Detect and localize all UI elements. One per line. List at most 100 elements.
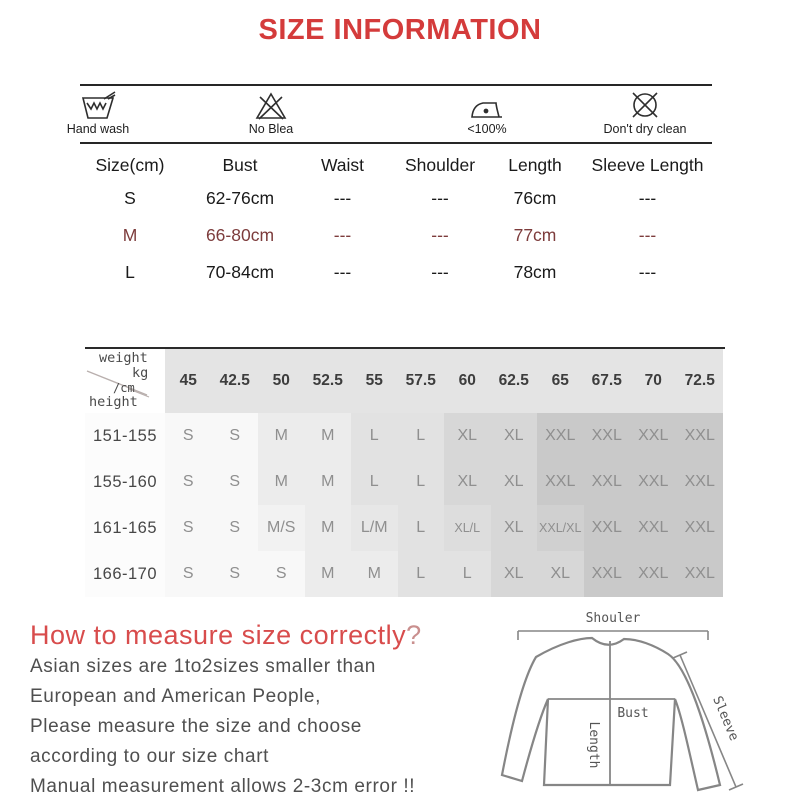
matrix-height-label: 151-155 (85, 413, 165, 459)
matrix-cell: M (304, 505, 351, 551)
diagram-shoulder-label: Shouler (586, 611, 641, 626)
care-item-iron: <100% (427, 88, 547, 136)
matrix-weight-header: 62.5 (490, 349, 537, 413)
matrix-cell: L (351, 413, 398, 459)
care-label: No Blea (248, 122, 294, 136)
matrix-cell: M (351, 551, 398, 597)
matrix-cell: L/M (351, 505, 398, 551)
matrix-weight-header: 65 (537, 349, 584, 413)
matrix-weight-header: 42.5 (211, 349, 258, 413)
page-title: SIZE INFORMATION (258, 14, 542, 46)
measure-heading-text: How to measure size correctly (30, 620, 407, 650)
matrix-cell: XXL (676, 505, 723, 551)
matrix-cell: S (165, 413, 212, 459)
measure-note-line: according to our size chart (30, 746, 270, 767)
matrix-cell: XXL (676, 413, 723, 459)
corner-cm-label: /cm (113, 381, 135, 395)
matrix-cell: S (211, 459, 258, 505)
matrix-cell: M (258, 459, 305, 505)
matrix-corner-cell: weight kg /cm height (85, 349, 165, 413)
size-table-header: Sleeve Length (591, 155, 704, 175)
size-table-header: Bust (222, 155, 258, 175)
matrix-header-row: weight kg /cm height 45 42.5 50 52.5 55 57.5 6… (85, 349, 725, 413)
corner-kg-label: kg (132, 365, 149, 381)
matrix-row: 155-160 S S M M L L XL XL XXL XXL XXL XXL (85, 459, 725, 505)
matrix-cell: S (258, 551, 305, 597)
matrix-cell: L (351, 459, 398, 505)
size-table-cell: --- (638, 225, 657, 245)
matrix-row: 166-170 S S S M M L L XL XL XXL XXL XXL (85, 551, 725, 597)
size-table-cell: L (125, 262, 135, 282)
size-table-cell: --- (431, 262, 449, 282)
measure-note-line: European and American People, (30, 686, 321, 707)
care-label: Don't dry clean (603, 122, 687, 136)
matrix-cell: S (211, 413, 258, 459)
garment-outline (500, 636, 722, 792)
matrix-cell: S (165, 505, 212, 551)
measure-heading-question-mark: ? (406, 620, 422, 650)
size-table-cell: 76cm (513, 188, 557, 208)
dont-dry-clean-icon (575, 88, 715, 121)
matrix-cell: M (304, 459, 351, 505)
size-table-cell: --- (638, 188, 657, 208)
matrix-cell: XXL (676, 551, 723, 597)
matrix-row: 161-165 S S M/S M L/M L XL/L XL XXL/XL XXL XXL XXL (85, 505, 725, 551)
matrix-cell: L (397, 459, 444, 505)
care-item-hand-wash: Hand wash (38, 88, 158, 136)
size-table-cell: 66-80cm (205, 225, 275, 245)
matrix-cell: L (397, 413, 444, 459)
matrix-cell: S (211, 551, 258, 597)
no-bleach-icon (211, 88, 331, 121)
matrix-cell: M (258, 413, 305, 459)
size-table-cell: --- (333, 262, 352, 282)
size-table-header: Waist (320, 155, 365, 175)
measure-note-line: Asian sizes are 1to2sizes smaller than (30, 656, 376, 677)
matrix-weight-header: 70 (630, 349, 677, 413)
matrix-cell: XL (444, 459, 491, 505)
matrix-cell: XXL (630, 551, 677, 597)
matrix-weight-header: 57.5 (397, 349, 444, 413)
size-table: Size(cm) Bust Waist Shoulder Length Sleeve Le… (80, 150, 720, 291)
care-instructions-strip: Hand wash No Blea <100% Don't dry clean (67, 84, 715, 144)
matrix-weight-header: 50 (258, 349, 305, 413)
matrix-cell: XXL (583, 413, 630, 459)
measure-section-heading: How to measure size correctly? (30, 620, 422, 651)
corner-weight-label: weight (99, 350, 148, 366)
matrix-cell: XL (537, 551, 584, 597)
matrix-cell: L (444, 551, 491, 597)
matrix-cell: XL (490, 505, 537, 551)
care-label: Hand wash (66, 122, 130, 136)
size-table-cell: 70-84cm (205, 262, 275, 282)
diagram-bust-label: Bust (617, 706, 648, 721)
matrix-cell: XL (490, 459, 537, 505)
matrix-cell: XXL (537, 459, 584, 505)
matrix-cell: S (165, 551, 212, 597)
diagram-length-label: Length (586, 722, 601, 769)
matrix-cell: XL (490, 551, 537, 597)
matrix-cell: L (397, 505, 444, 551)
weight-height-matrix: weight kg /cm height 45 42.5 50 52.5 55 57.5 6… (85, 347, 725, 597)
matrix-body: 151-155 S S M M L L XL XL XXL XXL XXL XXL 155-160 S S M M… (85, 413, 725, 597)
corner-height-label: height (89, 394, 138, 410)
matrix-cell: S (211, 505, 258, 551)
matrix-cell: XL (444, 413, 491, 459)
iron-icon (427, 88, 547, 121)
measure-note-line: Manual measurement allows 2-3cm error !! (30, 776, 416, 797)
matrix-height-label: 155-160 (85, 459, 165, 505)
hand-wash-icon (38, 88, 158, 121)
matrix-cell: XL (490, 413, 537, 459)
matrix-weight-header: 55 (351, 349, 398, 413)
measure-note-line: Please measure the size and choose (30, 716, 362, 737)
matrix-cell: XXL (583, 505, 630, 551)
matrix-cell: XXL (676, 459, 723, 505)
size-table-cell: --- (333, 188, 352, 208)
size-table-header: Shoulder (404, 155, 476, 175)
size-table-header: Length (508, 155, 562, 175)
matrix-cell: S (165, 459, 212, 505)
matrix-weight-header: 52.5 (304, 349, 351, 413)
matrix-cell: XXL (630, 413, 677, 459)
matrix-height-label: 166-170 (85, 551, 165, 597)
matrix-weight-header: 72.5 (676, 349, 723, 413)
matrix-weight-header: 67.5 (583, 349, 630, 413)
matrix-cell: XXL (630, 505, 677, 551)
